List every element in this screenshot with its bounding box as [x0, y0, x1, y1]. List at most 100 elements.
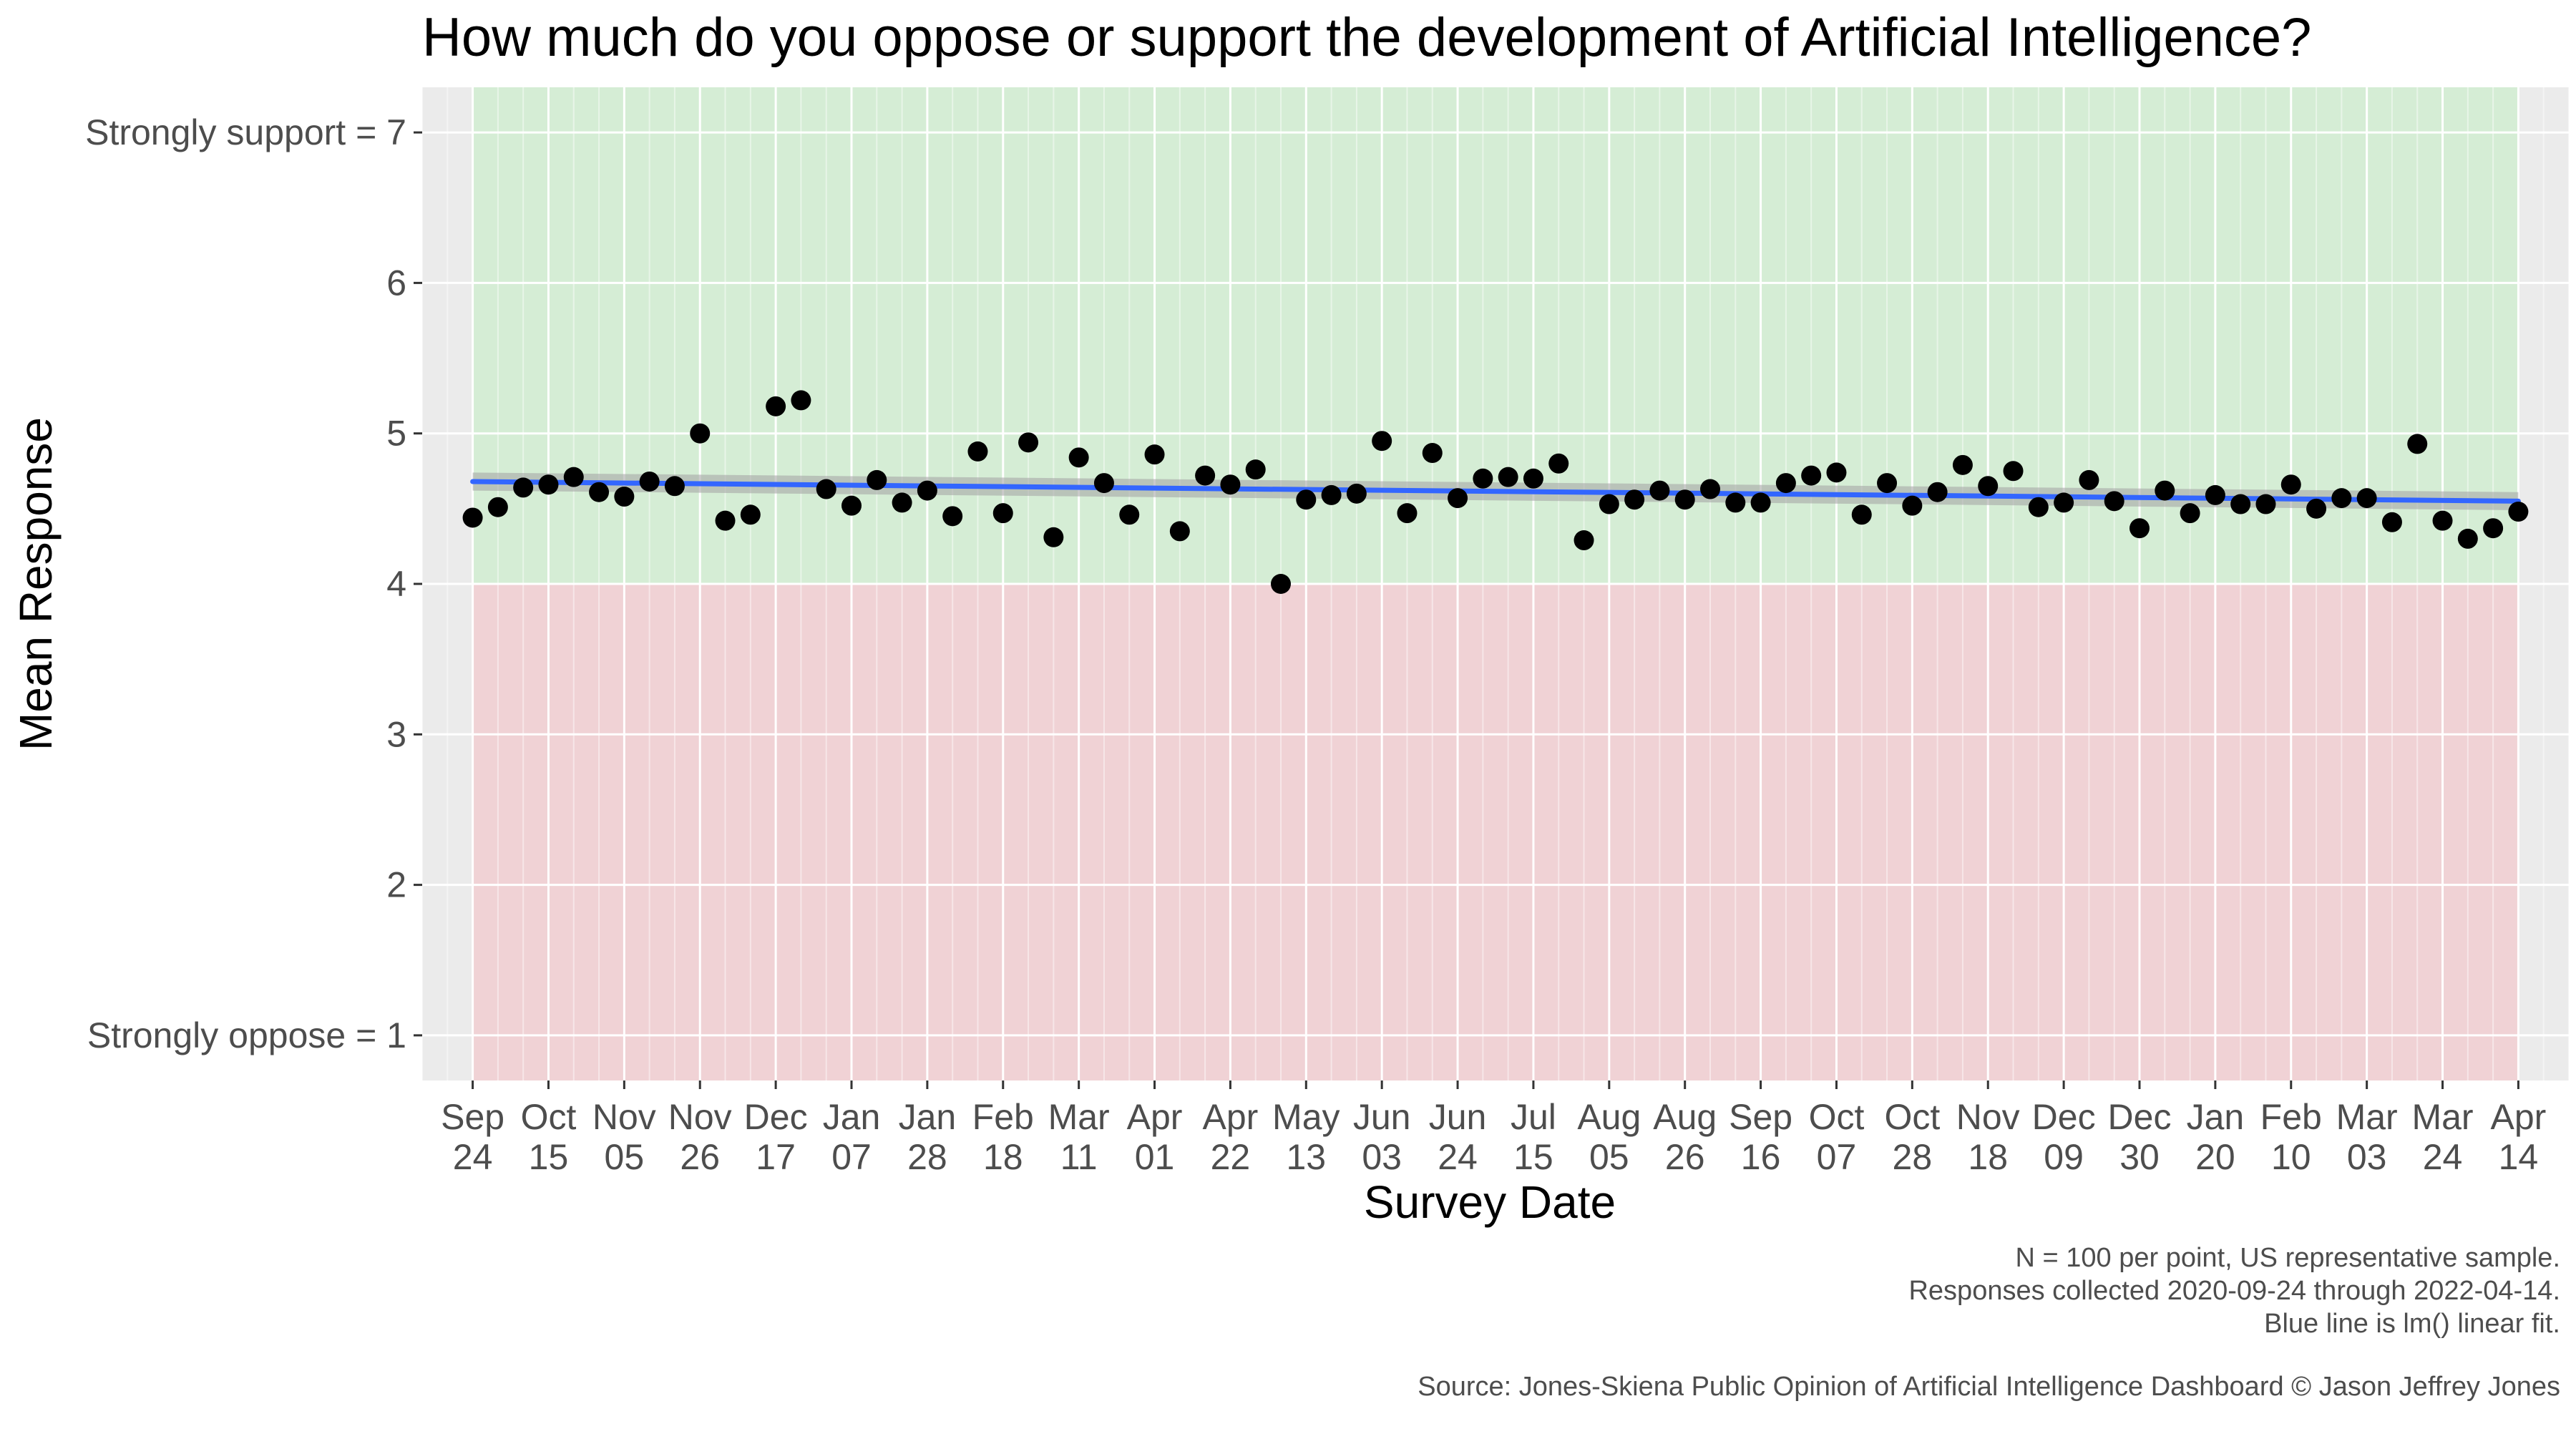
data-point [1523, 468, 1543, 489]
data-point [2003, 461, 2024, 482]
data-point [1801, 465, 1822, 486]
data-point [1397, 503, 1418, 524]
data-point [639, 471, 660, 492]
x-tick-label-day: 18 [983, 1137, 1023, 1177]
data-point [1826, 462, 1847, 483]
data-points [462, 390, 2529, 594]
x-tick-label-month: Dec [2108, 1097, 2172, 1137]
data-point [1978, 476, 1999, 497]
grid-lines [421, 87, 2570, 1080]
x-tick-label-day: 10 [2271, 1137, 2311, 1177]
x-tick-label-day: 24 [453, 1137, 493, 1177]
y-tick-label: 4 [386, 564, 406, 604]
x-tick-label-month: Jun [1429, 1097, 1487, 1137]
x-tick-label-day: 05 [1589, 1137, 1629, 1177]
x-tick-label-month: Dec [2032, 1097, 2096, 1137]
x-tick-label-day: 01 [1135, 1137, 1175, 1177]
x-tick-label-day: 07 [831, 1137, 872, 1177]
data-point [1700, 479, 1720, 499]
data-point [1927, 482, 1948, 502]
x-tick-label-day: 13 [1286, 1137, 1326, 1177]
x-tick-label-day: 30 [2119, 1137, 2160, 1177]
data-point [589, 482, 610, 502]
x-tick-label-month: Jan [899, 1097, 957, 1137]
data-point [2079, 469, 2099, 490]
data-point [1877, 473, 1898, 494]
data-point [791, 390, 811, 411]
data-point [766, 396, 786, 416]
data-point [2054, 492, 2074, 513]
x-tick-label-month: Oct [1809, 1097, 1865, 1137]
data-point [1775, 473, 1796, 494]
y-tick-label: Strongly oppose = 1 [87, 1015, 406, 1055]
data-point [2255, 494, 2276, 514]
data-point [462, 507, 483, 528]
data-point [1169, 521, 1190, 542]
background-bands [472, 87, 2519, 1080]
linear-fit [470, 472, 2521, 510]
x-tick-label-day: 07 [1817, 1137, 1857, 1177]
data-point [1473, 468, 1493, 489]
data-point [2205, 484, 2225, 505]
data-point [664, 476, 685, 497]
caption-line-3: Blue line is lm() linear fit. [2264, 1309, 2560, 1339]
data-point [2155, 480, 2175, 501]
x-tick-label-day: 24 [1438, 1137, 1478, 1177]
y-tick-label: 3 [386, 714, 406, 754]
fit-line [470, 479, 2521, 504]
x-tick-label-month: Jun [1353, 1097, 1411, 1137]
x-tick-label-month: Aug [1577, 1097, 1641, 1137]
data-point [2407, 434, 2428, 454]
data-point [513, 477, 534, 498]
data-point [1599, 494, 1619, 514]
data-point [917, 480, 937, 501]
data-point [841, 495, 862, 516]
x-tick-label-day: 16 [1741, 1137, 1781, 1177]
data-point [1498, 467, 1518, 487]
x-tick-label-month: Oct [521, 1097, 577, 1137]
x-tick-label-month: May [1272, 1097, 1340, 1137]
x-tick-label-month: Jul [1511, 1097, 1556, 1137]
y-tick-label: 2 [386, 865, 406, 905]
data-point [1245, 459, 1266, 480]
x-tick-label-day: 22 [1211, 1137, 1251, 1177]
x-tick-label-month: Apr [1127, 1097, 1183, 1137]
data-point [563, 467, 584, 487]
data-point [1574, 530, 1594, 551]
data-point [1093, 473, 1114, 494]
x-tick-label-day: 28 [907, 1137, 947, 1177]
x-axis: Sep24Oct15Nov05Nov26Dec17Jan07Jan28Feb18… [441, 1080, 2546, 1177]
data-point [2306, 498, 2327, 519]
data-point [1119, 504, 1140, 525]
x-tick-label-month: Apr [2491, 1097, 2547, 1137]
data-point [2230, 494, 2251, 514]
data-point [1422, 443, 1443, 464]
data-point [1750, 492, 1771, 513]
data-point [1725, 492, 1746, 513]
data-point [1296, 489, 1317, 510]
data-point [942, 506, 963, 527]
data-point [487, 497, 508, 517]
data-point [1952, 454, 1973, 475]
caption-line-2: Responses collected 2020-09-24 through 2… [1908, 1276, 2560, 1306]
data-point [1649, 480, 1670, 501]
x-tick-label-day: 11 [1060, 1137, 1098, 1177]
x-tick-label-month: Oct [1884, 1097, 1940, 1137]
data-point [2104, 491, 2124, 512]
x-tick-label-month: Apr [1203, 1097, 1259, 1137]
x-tick-label-month: Nov [1956, 1097, 2020, 1137]
data-point [715, 510, 736, 531]
data-point [1902, 495, 1923, 516]
x-tick-label-day: 26 [1665, 1137, 1705, 1177]
x-tick-label-month: Mar [1048, 1097, 1110, 1137]
source-caption: Source: Jones-Skiena Public Opinion of A… [1418, 1372, 2560, 1402]
x-tick-label-day: 15 [529, 1137, 569, 1177]
data-point [1018, 432, 1039, 453]
chart-title: How much do you oppose or support the de… [422, 7, 2311, 68]
x-tick-label-month: Feb [972, 1097, 1034, 1137]
x-tick-label-month: Jan [2187, 1097, 2245, 1137]
data-point [2381, 512, 2402, 532]
data-point [1220, 474, 1241, 495]
x-tick-label-month: Dec [744, 1097, 808, 1137]
